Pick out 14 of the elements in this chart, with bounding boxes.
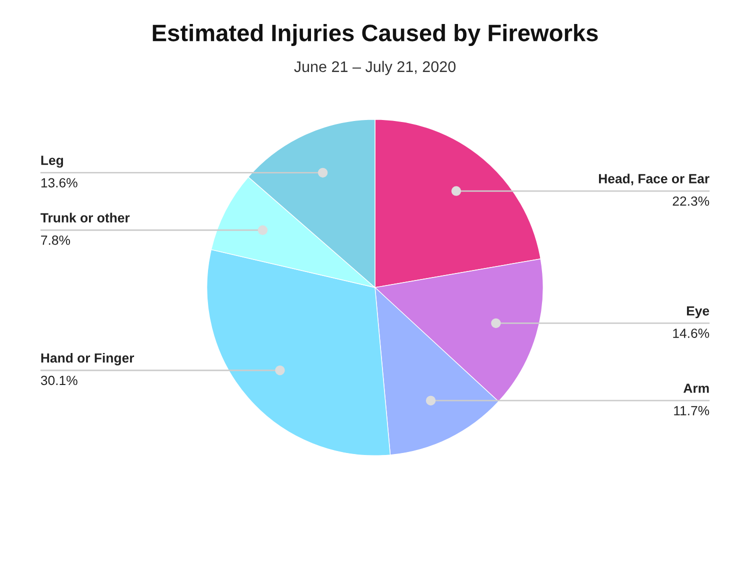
data-label: 14.6%	[673, 328, 710, 338]
chart-title: Estimated Injuries Caused by Fireworks	[152, 24, 598, 46]
slice-label: Eye	[686, 306, 710, 318]
data-label: 7.8%	[41, 236, 70, 245]
slice-label: Head, Face or Ear	[598, 174, 710, 186]
data-label: 11.7%	[674, 406, 710, 416]
slice-label: Arm	[684, 384, 709, 393]
slice-label: Trunk or other	[40, 212, 130, 222]
data-label: 13.6%	[41, 178, 78, 188]
slice-label: Hand or Finger	[41, 352, 134, 366]
data-label: 22.3%	[672, 196, 710, 206]
chart-subtitle: June 21 – July 21, 2020	[294, 60, 456, 76]
slice-label: Leg	[41, 156, 63, 168]
data-label: 30.1%	[40, 376, 78, 386]
